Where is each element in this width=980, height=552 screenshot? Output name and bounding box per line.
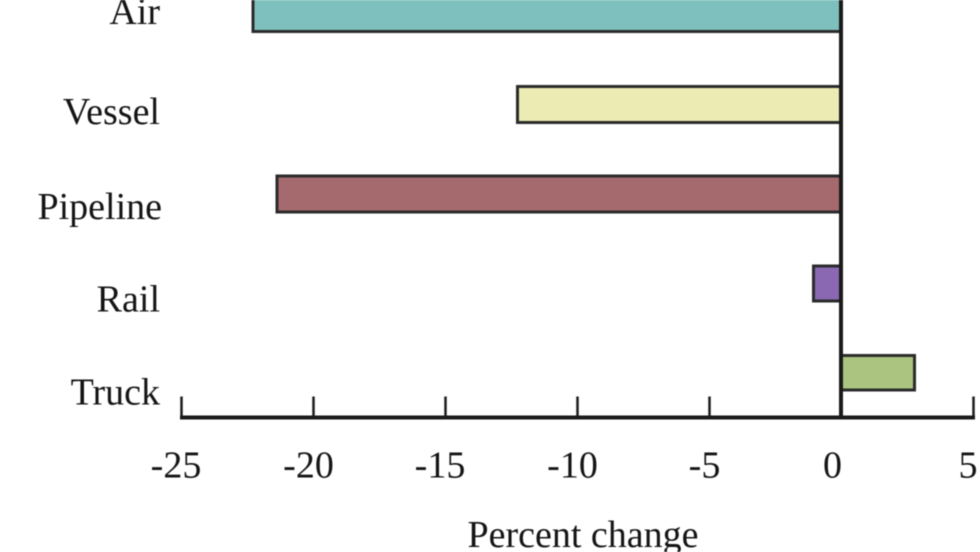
svg-text:Vessel: Vessel	[63, 91, 160, 133]
svg-text:Truck: Truck	[71, 372, 160, 414]
svg-text:Percent change: Percent change	[467, 514, 698, 552]
svg-text:Rail: Rail	[97, 279, 160, 321]
svg-text:-20: -20	[283, 445, 334, 487]
svg-text:Air: Air	[109, 0, 160, 33]
svg-text:-25: -25	[151, 445, 202, 487]
svg-text:5: 5	[959, 445, 978, 487]
svg-text:-15: -15	[415, 445, 466, 487]
svg-text:Pipeline: Pipeline	[37, 186, 162, 228]
svg-text:-10: -10	[547, 445, 598, 487]
svg-text:0: 0	[823, 445, 842, 487]
svg-text:-5: -5	[689, 445, 721, 487]
